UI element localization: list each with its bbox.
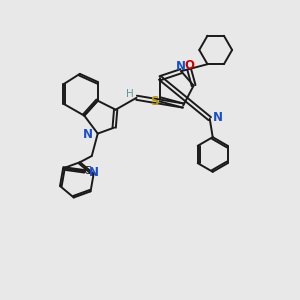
Text: C: C [83,166,91,176]
Text: N: N [176,60,185,73]
Text: H: H [126,89,134,99]
Text: O: O [184,59,194,72]
Text: N: N [213,111,223,124]
Text: N: N [88,166,99,179]
Text: S: S [151,95,159,108]
Text: N: N [83,128,93,141]
